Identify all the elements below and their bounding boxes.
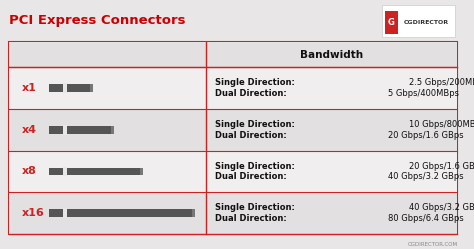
Bar [111,126,114,133]
Bar [67,168,143,175]
Text: CGDIRECTOR: CGDIRECTOR [404,20,449,25]
Bar [9,192,457,234]
Bar [9,67,457,109]
Bar [63,83,67,93]
Text: 40 Gbps/3.2 GBps: 40 Gbps/3.2 GBps [388,172,463,182]
Text: 80 Gbps/6.4 GBps: 80 Gbps/6.4 GBps [388,214,464,223]
Bar [63,125,67,135]
Text: x16: x16 [21,208,44,218]
Bar [382,5,455,37]
Text: Single Direction:: Single Direction: [215,162,298,171]
Bar [49,126,63,133]
Text: Single Direction:: Single Direction: [215,78,298,87]
Bar [9,109,457,151]
Text: x8: x8 [21,167,36,177]
Bar [385,11,398,34]
Bar [140,168,143,175]
Bar [49,209,63,217]
Text: Dual Direction:: Dual Direction: [215,214,289,223]
Text: 2.5 Gbps/200MBps: 2.5 Gbps/200MBps [409,78,474,87]
Text: 40 Gbps/3.2 GBps: 40 Gbps/3.2 GBps [409,203,474,212]
Text: 10 Gbps/800MBps: 10 Gbps/800MBps [409,120,474,129]
Text: Single Direction:: Single Direction: [215,203,298,212]
Bar [63,208,67,218]
Text: Dual Direction:: Dual Direction: [215,89,289,98]
Text: Single Direction:: Single Direction: [215,120,298,129]
Text: x4: x4 [21,125,36,135]
Text: G: G [388,18,395,27]
Bar [49,84,63,92]
Text: CGDIRECTOR.COM: CGDIRECTOR.COM [407,242,457,247]
Text: Dual Direction:: Dual Direction: [215,172,289,182]
Text: x1: x1 [21,83,36,93]
Text: Dual Direction:: Dual Direction: [215,131,289,140]
Bar [9,42,457,67]
Text: 5 Gbps/400MBps: 5 Gbps/400MBps [388,89,459,98]
Bar [9,151,457,192]
Bar [67,126,114,133]
Text: Bandwidth: Bandwidth [300,50,364,60]
Bar [63,167,67,177]
Text: PCI Express Connectors: PCI Express Connectors [9,14,186,27]
Bar [90,84,93,92]
Bar [9,42,457,234]
Bar [67,84,93,92]
Bar [67,209,195,217]
Text: 20 Gbps/1.6 GBps: 20 Gbps/1.6 GBps [388,131,463,140]
Bar [192,209,195,217]
Text: 20 Gbps/1.6 GBps: 20 Gbps/1.6 GBps [409,162,474,171]
Bar [49,168,63,175]
